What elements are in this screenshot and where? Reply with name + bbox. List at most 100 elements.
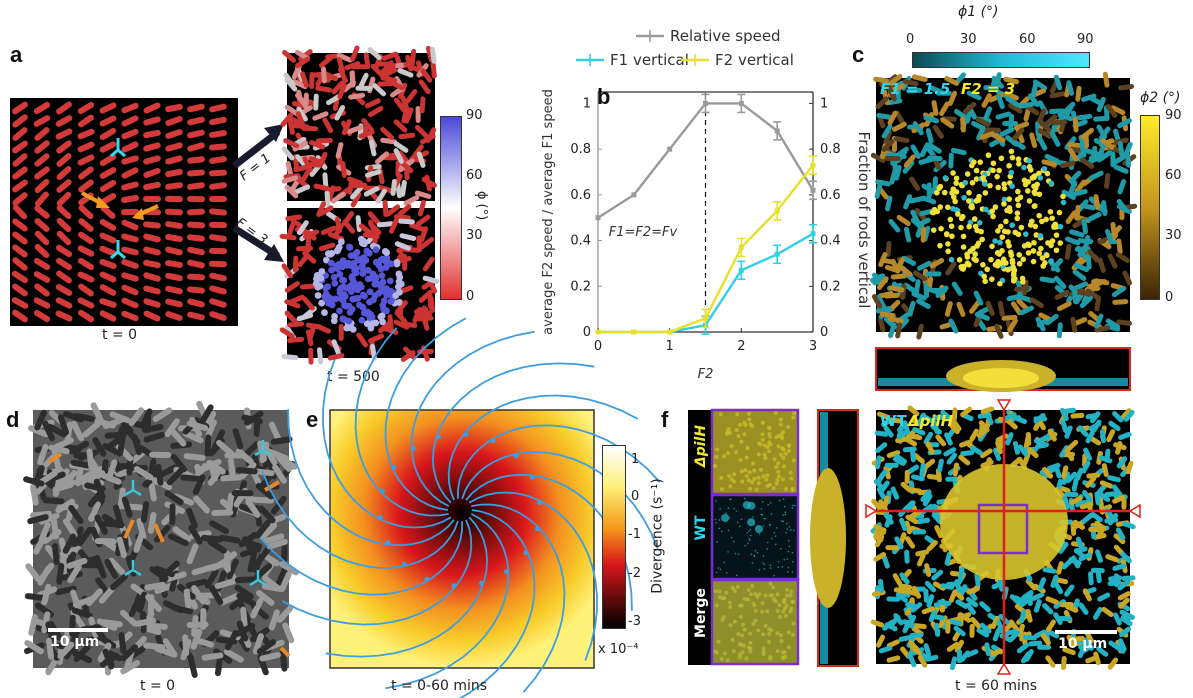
rod [951, 407, 958, 422]
rod [876, 486, 887, 500]
rod [78, 166, 94, 180]
cell [104, 558, 119, 579]
rod [187, 195, 205, 203]
rod [422, 256, 435, 272]
vertical-rod [377, 265, 385, 273]
panel-c-top-colorbar [912, 52, 1090, 68]
cell [242, 440, 260, 458]
rod [99, 232, 117, 244]
rod [428, 295, 435, 313]
panel-f-zoom-stack [710, 408, 800, 666]
rod [1045, 655, 1056, 668]
y-tick-label-left: 0.6 [570, 188, 591, 203]
rod [970, 616, 982, 629]
rod [935, 285, 949, 298]
vertical-rod [345, 243, 353, 251]
rod [350, 185, 364, 200]
rod [1087, 249, 1100, 263]
rod [1049, 108, 1065, 114]
rod [388, 217, 399, 234]
rod [285, 214, 303, 222]
cell [182, 430, 204, 444]
flow-streamline [461, 451, 659, 550]
cell [143, 642, 166, 651]
rod [1105, 104, 1118, 118]
rod [165, 272, 183, 282]
cell [279, 571, 292, 592]
rod [1105, 318, 1121, 330]
cbar-c-top-tick-1: 30 [960, 32, 977, 47]
rod [908, 433, 923, 441]
rod [1101, 463, 1109, 477]
cell [53, 437, 74, 451]
rod [1082, 588, 1092, 602]
rod [286, 222, 296, 239]
rod [405, 54, 414, 72]
vertical-cell [982, 278, 988, 285]
rod [911, 74, 928, 82]
rod [909, 448, 916, 463]
rod [1123, 409, 1135, 422]
rod [899, 517, 908, 531]
vertical-cell [959, 213, 966, 220]
rod [1072, 116, 1079, 133]
rod [364, 169, 382, 178]
vertical-cell [1043, 216, 1049, 223]
cell [25, 563, 42, 582]
panel-e-colorbar [602, 445, 626, 629]
rod [1122, 270, 1133, 286]
defect-arrow [153, 523, 165, 543]
flow-streamline [384, 317, 467, 511]
rod [1059, 407, 1069, 422]
rod [143, 298, 161, 308]
rod [991, 75, 1005, 89]
rod [402, 253, 408, 271]
rod [916, 323, 925, 340]
rod [165, 142, 183, 152]
cell [200, 608, 207, 631]
rod [915, 217, 931, 228]
rod [401, 106, 409, 124]
rod [1061, 558, 1074, 570]
rod [380, 126, 395, 140]
rod [318, 55, 334, 68]
rod [143, 246, 161, 256]
cell [96, 618, 118, 631]
rod [981, 93, 992, 108]
vertical-cell [1036, 170, 1042, 177]
x-axis-label: F2 [698, 367, 714, 382]
rod [878, 316, 886, 333]
vertical-rod [362, 256, 370, 264]
rod [919, 142, 930, 158]
cell [227, 458, 236, 480]
cell [164, 490, 184, 506]
rod [165, 103, 183, 113]
rod [902, 78, 919, 87]
vertical-cell [1049, 238, 1056, 244]
panel-d-image [23, 400, 299, 678]
vertical-cell [942, 175, 949, 181]
vertical-cell [930, 227, 937, 233]
vertical-cell [966, 223, 972, 230]
rod [165, 129, 183, 139]
vertical-cell [990, 160, 997, 167]
rod [1005, 432, 1014, 446]
rod [417, 199, 426, 217]
rod [316, 201, 327, 218]
rod [1111, 154, 1126, 166]
cell [37, 443, 49, 465]
rod [996, 93, 1005, 110]
cell [38, 521, 51, 543]
rod [363, 186, 380, 197]
rod [284, 77, 298, 92]
vertical-rod [387, 298, 395, 305]
cell [51, 543, 60, 566]
rod [1101, 606, 1114, 618]
rod [1093, 115, 1110, 122]
vertical-rod [361, 308, 369, 316]
rod [1113, 573, 1119, 588]
rod [979, 622, 992, 634]
rod [143, 129, 161, 139]
rod [934, 525, 944, 539]
cell [67, 563, 82, 584]
